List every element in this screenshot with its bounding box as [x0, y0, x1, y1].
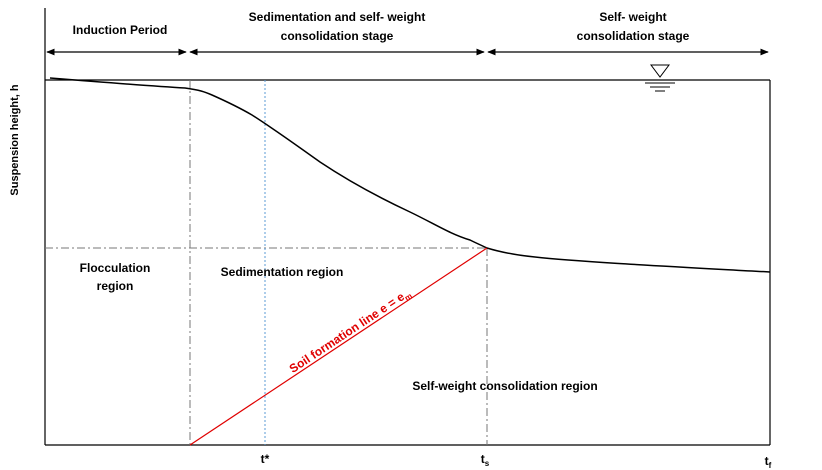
stage-label: Self- weight: [599, 10, 666, 24]
tick-sub: s: [485, 459, 490, 468]
x-tick-label: tf: [765, 454, 772, 470]
stage-label: consolidation stage: [577, 29, 690, 43]
region-label: Sedimentation region: [221, 265, 344, 279]
guide-lines: [45, 80, 488, 445]
soil-line-label: Soil formation line e = em: [287, 286, 414, 378]
soil-line-sub: m: [403, 291, 414, 302]
tick-sub: f: [769, 461, 772, 470]
region-label: Self-weight consolidation region: [412, 379, 597, 393]
y-axis-label: Suspension height, h: [9, 84, 21, 196]
tick-base: t: [481, 452, 485, 466]
region-label: Flocculation: [80, 261, 151, 275]
stage-label: consolidation stage: [281, 29, 394, 43]
settlement-curve: [49, 77, 771, 273]
stage-label: Induction Period: [73, 23, 168, 37]
soil-formation-line: [189, 247, 488, 446]
tick-base: t: [765, 454, 769, 468]
region-label: region: [97, 279, 134, 293]
x-tick-label: t*: [261, 452, 270, 466]
stage-label: Sedimentation and self- weight: [249, 10, 426, 24]
frame: [44, 8, 771, 446]
x-tick-label: ts: [481, 452, 490, 468]
soil-line-text: Soil formation line e = e: [287, 289, 407, 376]
water-symbol: [645, 64, 675, 92]
